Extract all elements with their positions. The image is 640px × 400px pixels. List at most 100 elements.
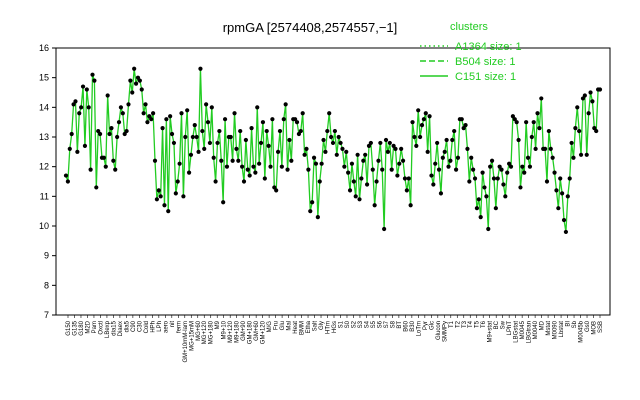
x-tick-label: Glucon (436, 321, 442, 340)
x-tick-label: S5 (371, 320, 377, 328)
x-tick-label: LoTm (416, 321, 422, 336)
data-point (455, 155, 461, 160)
data-point (355, 152, 360, 157)
data-point (154, 197, 159, 202)
x-tick-label: Etha (306, 320, 312, 333)
data-point (376, 158, 381, 163)
data-point (438, 191, 444, 196)
data-point (542, 146, 548, 151)
data-point (450, 137, 455, 143)
y-tick-label: 13 (39, 132, 49, 142)
data-point (552, 170, 557, 175)
data-point (275, 149, 281, 154)
x-tick-label: MOB (592, 321, 598, 335)
data-point (508, 164, 514, 169)
data-point (387, 140, 392, 146)
data-point (270, 117, 275, 122)
data-point (364, 182, 370, 187)
data-point (247, 173, 252, 178)
data-point (207, 140, 213, 146)
data-point (194, 134, 199, 140)
data-point (217, 128, 222, 134)
x-tick-label: MG+15mM (189, 321, 195, 351)
data-point (527, 164, 533, 169)
x-tick-label: LBexp (105, 320, 111, 338)
x-tick-label: LBGtran (527, 321, 533, 343)
x-tick-label: M0040 (533, 320, 539, 339)
x-tick-label: M9+10 (222, 320, 228, 339)
data-point (238, 128, 243, 134)
x-tick-label: GM+10mM-lam (183, 321, 189, 363)
data-point (342, 164, 347, 169)
data-point (132, 66, 137, 71)
data-point (488, 164, 493, 169)
data-point (175, 179, 180, 184)
data-point (145, 120, 150, 125)
data-point (372, 203, 377, 208)
data-point (425, 149, 430, 154)
data-point (232, 111, 237, 116)
data-point (321, 137, 326, 143)
data-point (304, 146, 309, 151)
data-point (116, 120, 122, 125)
data-point (215, 140, 220, 146)
data-point (359, 176, 364, 181)
data-point (546, 128, 551, 134)
data-point (410, 120, 415, 125)
data-point (525, 155, 531, 160)
data-point (347, 188, 353, 193)
x-tick-label: C90 (131, 320, 137, 332)
x-tick-label: LBGstat (514, 321, 520, 343)
data-point (586, 111, 591, 116)
data-point (357, 197, 362, 202)
legend-label: A1364 size: 1 (455, 41, 522, 53)
data-point (300, 111, 305, 116)
x-tick-label: M9 (215, 320, 221, 329)
data-point (224, 164, 230, 169)
data-point (137, 78, 142, 83)
data-point (245, 167, 250, 172)
data-point (329, 134, 334, 140)
data-point (205, 120, 211, 125)
data-point (169, 131, 175, 137)
data-point (577, 128, 582, 134)
x-tick-label: Cold (144, 321, 150, 333)
data-point (317, 179, 322, 184)
data-point (520, 164, 525, 169)
x-tick-label: GM+90 (241, 320, 247, 341)
series-line (65, 68, 600, 233)
data-point (567, 176, 572, 181)
data-point (336, 134, 341, 140)
plot-frame (55, 47, 611, 316)
data-point (151, 111, 156, 116)
data-point (524, 120, 529, 125)
data-point (120, 111, 125, 116)
data-point (219, 158, 224, 163)
data-point (482, 185, 487, 190)
data-point (435, 140, 440, 146)
data-point (486, 226, 491, 232)
data-point (419, 123, 425, 128)
data-point (571, 155, 576, 160)
x-tick-label: Heat (293, 321, 299, 334)
data-point (467, 179, 472, 184)
x-tick-label: T4 (468, 320, 474, 328)
data-point (196, 149, 201, 154)
data-point (471, 167, 476, 172)
data-point (590, 99, 595, 104)
data-point (268, 164, 273, 169)
data-point (204, 102, 209, 107)
data-point (143, 102, 148, 107)
x-tick-label: S6 (377, 320, 383, 328)
data-point (313, 161, 319, 166)
x-tick-label: M9+120 (228, 320, 234, 343)
data-point (446, 164, 451, 169)
data-point (427, 114, 432, 119)
data-point (550, 155, 555, 160)
x-tick-label: M/G (267, 321, 273, 333)
y-tick-label: 11 (40, 191, 49, 201)
data-point (503, 194, 508, 199)
x-tick-label: Lbstat (559, 321, 565, 338)
x-tick-label: Gly (319, 321, 325, 330)
